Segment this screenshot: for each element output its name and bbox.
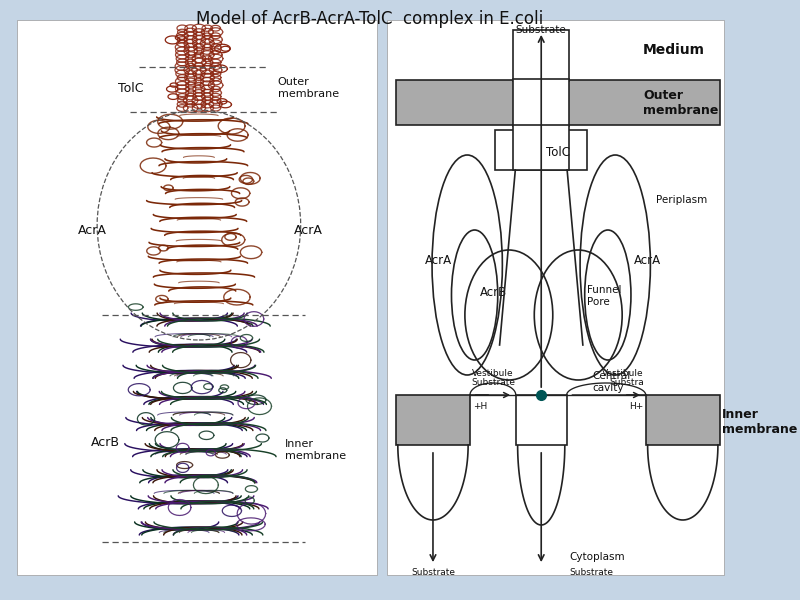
Bar [646,395,720,445]
Text: Inner
membrane: Inner membrane [722,408,797,436]
Text: Model of AcrB-AcrA-TolC  complex in E.coli: Model of AcrB-AcrA-TolC complex in E.col… [197,10,544,28]
Text: Pore: Pore [587,297,610,307]
Text: Substrate: Substrate [516,25,566,35]
Text: Substrate: Substrate [569,568,613,577]
Bar [516,395,566,445]
Bar [396,395,470,445]
Text: Substrate: Substrate [472,378,516,387]
Text: TolC: TolC [546,145,570,158]
Text: H+: H+ [629,402,643,411]
Bar [514,30,569,81]
Text: Vestibule: Vestibule [602,369,644,378]
Text: Outer
membrane: Outer membrane [278,77,338,99]
Text: Periplasm: Periplasm [657,195,708,205]
Bar [386,20,724,575]
Text: Medium: Medium [643,43,705,57]
Text: Substra: Substra [609,378,644,387]
Text: AcrA: AcrA [294,223,323,236]
Text: AcrA: AcrA [634,253,661,266]
Text: Vestibule: Vestibule [472,369,514,378]
Text: Central
cavity: Central cavity [592,371,630,393]
Text: TolC: TolC [118,82,143,94]
Text: Funnel: Funnel [587,285,622,295]
Text: AcrA: AcrA [425,253,452,266]
Bar [495,130,587,170]
Text: AcrB: AcrB [91,436,120,449]
Bar [514,79,569,126]
Text: +H: +H [473,402,487,411]
Bar [17,20,378,575]
Text: AcrA: AcrA [78,223,106,236]
Bar [396,80,720,125]
Text: Cytoplasm: Cytoplasm [569,552,625,562]
Text: Inner
membrane: Inner membrane [285,439,346,461]
Text: Outer
membrane: Outer membrane [643,89,718,117]
Bar [514,78,569,125]
Text: Substrate: Substrate [411,568,455,577]
Text: AcrB: AcrB [480,286,507,298]
Bar [514,125,569,170]
